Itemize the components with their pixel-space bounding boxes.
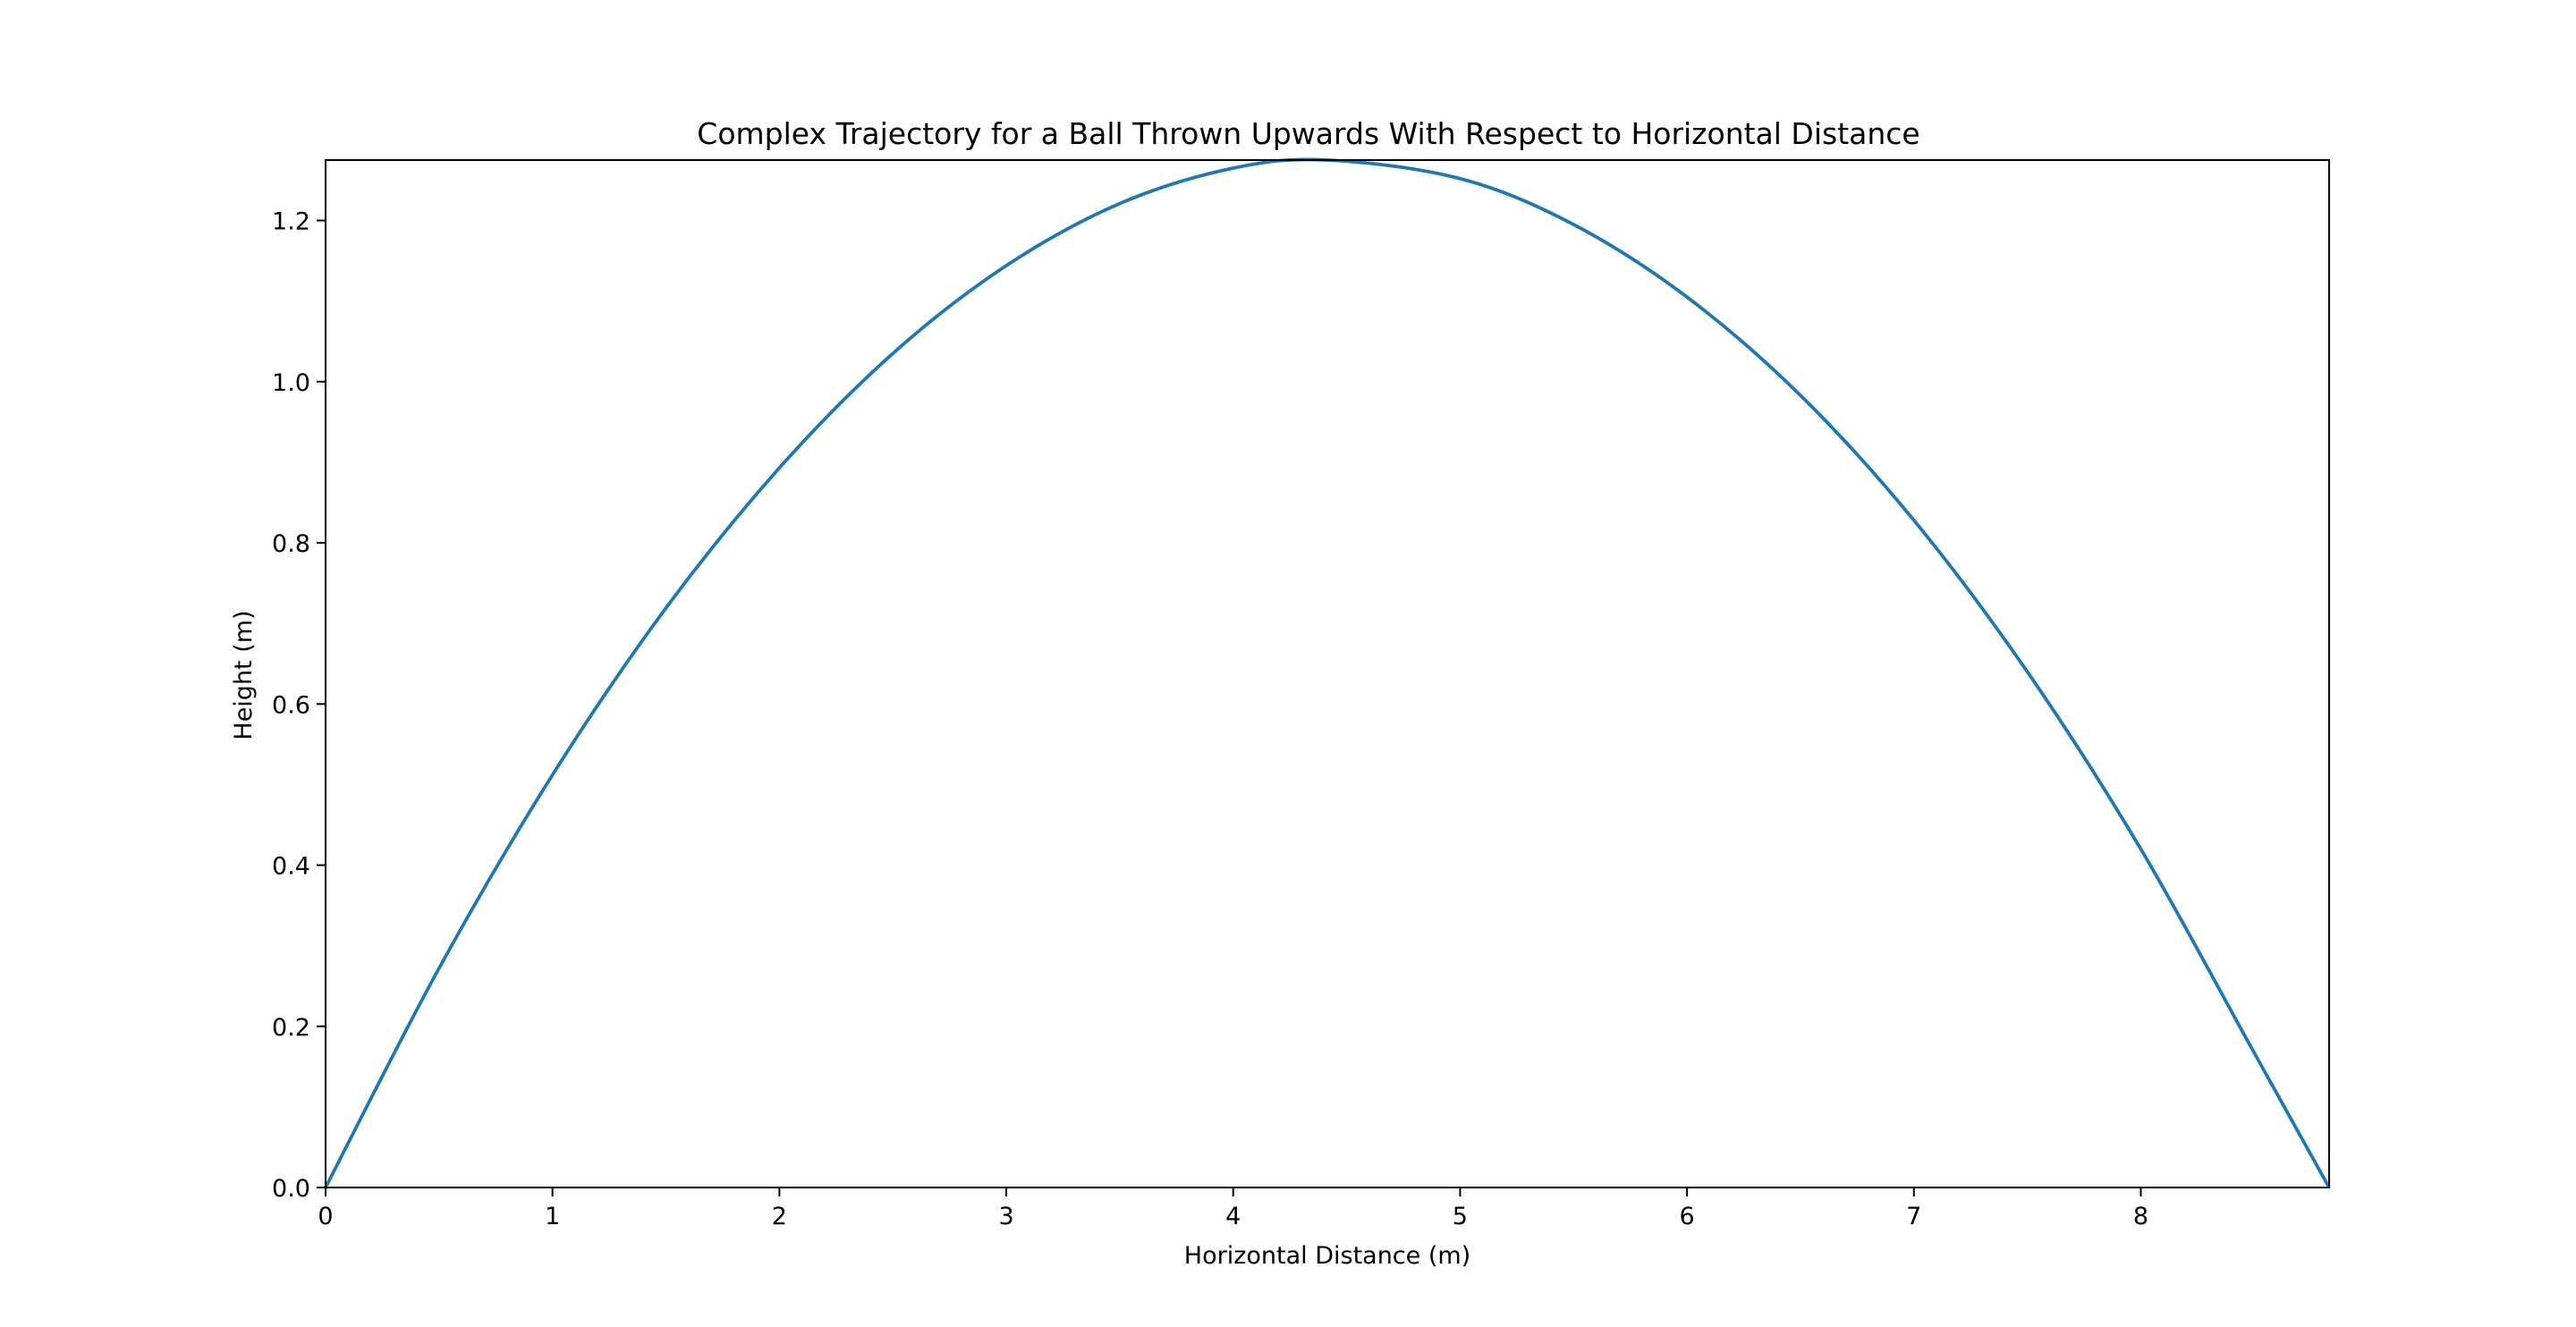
x-tick-label: 4 bbox=[1225, 1203, 1241, 1230]
y-tick-label: 1.2 bbox=[272, 208, 310, 236]
x-tick-label: 8 bbox=[2133, 1203, 2148, 1230]
y-axis-ticks: 0.0 0.2 0.4 0.6 0.8 1.0 1.2 bbox=[272, 208, 326, 1203]
x-tick-label: 5 bbox=[1453, 1203, 1468, 1230]
y-tick-label: 0.6 bbox=[272, 691, 310, 719]
x-axis-ticks: 0 1 2 3 4 5 6 7 8 bbox=[318, 1188, 2148, 1230]
x-tick-label: 2 bbox=[772, 1203, 787, 1230]
y-tick-label: 0.0 bbox=[272, 1175, 310, 1203]
y-tick-label: 1.0 bbox=[272, 369, 310, 397]
chart-title: Complex Trajectory for a Ball Thrown Upw… bbox=[697, 116, 1919, 151]
x-tick-label: 3 bbox=[998, 1203, 1013, 1230]
y-axis-label: Height (m) bbox=[230, 610, 258, 740]
x-tick-label: 1 bbox=[545, 1203, 560, 1230]
y-tick-label: 0.8 bbox=[272, 530, 310, 558]
x-tick-label: 6 bbox=[1679, 1203, 1694, 1230]
x-axis-label: Horizontal Distance (m) bbox=[1184, 1242, 1470, 1270]
x-tick-label: 0 bbox=[318, 1203, 333, 1230]
axes-frame bbox=[325, 159, 2330, 1188]
y-tick-label: 0.2 bbox=[272, 1014, 310, 1042]
y-tick-label: 0.4 bbox=[272, 853, 310, 881]
x-tick-label: 7 bbox=[1906, 1203, 1921, 1230]
